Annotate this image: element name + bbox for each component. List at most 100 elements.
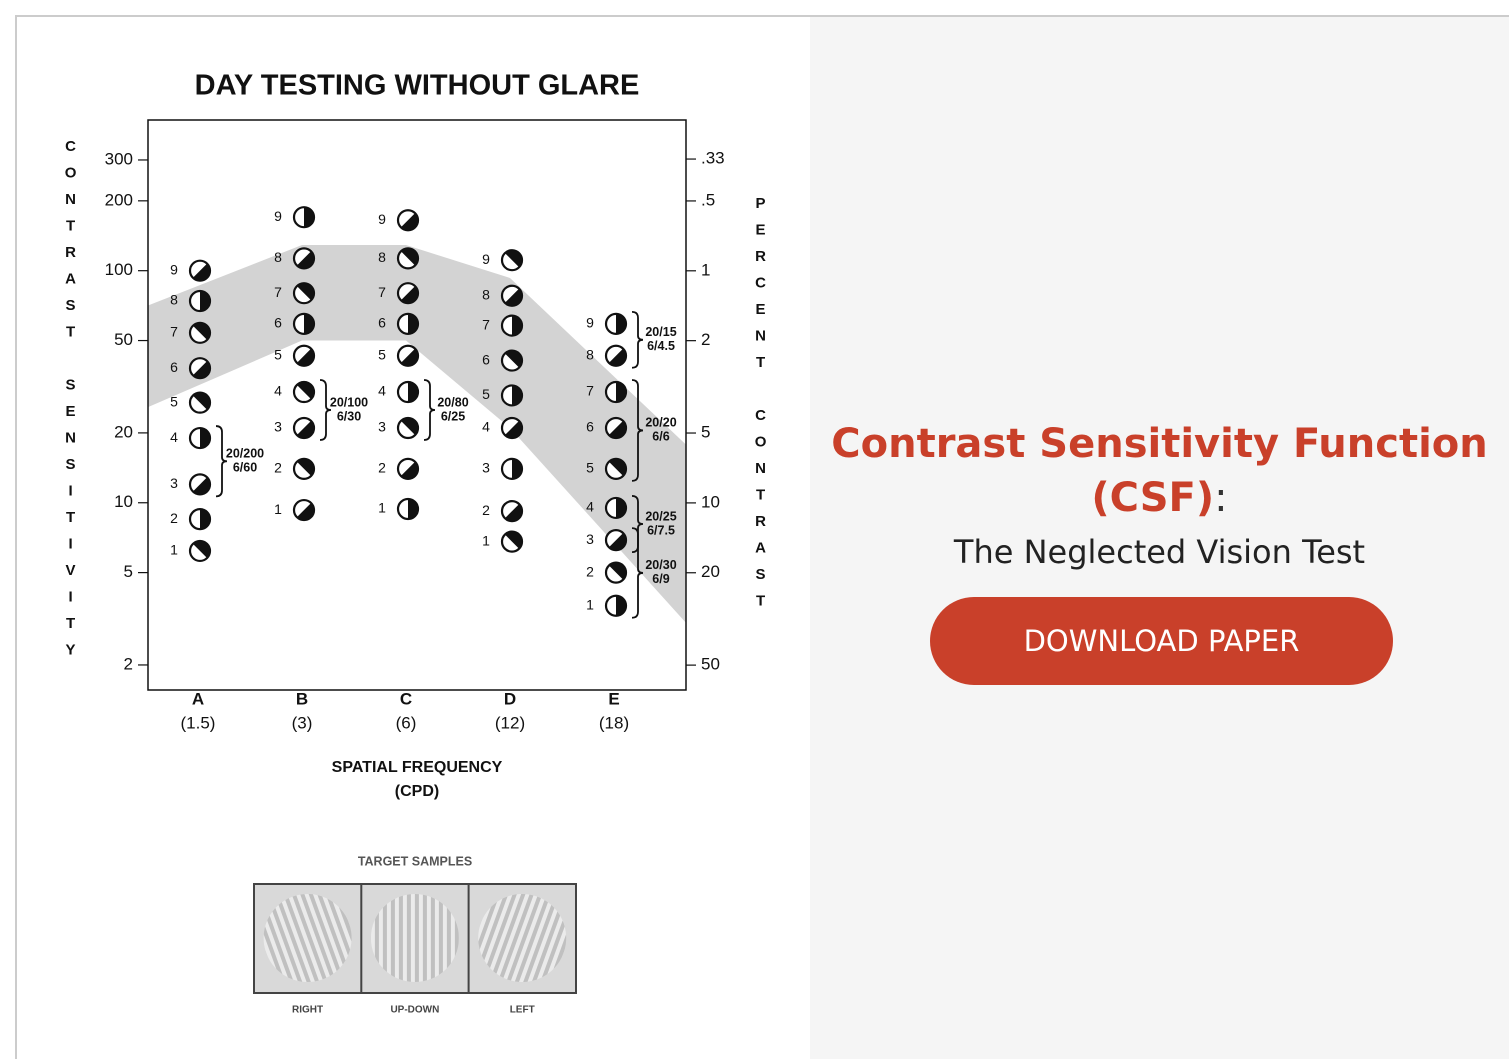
x-tick-sublabel: (3) — [292, 713, 313, 732]
x-tick-label: B — [296, 689, 308, 708]
patch-number: 4 — [170, 429, 178, 445]
patch-number: 8 — [586, 346, 594, 362]
acuity-label: 20/15 — [645, 325, 676, 339]
patch — [190, 291, 210, 311]
patch — [186, 257, 214, 285]
page: Contrast Sensitivity Function (CSF): The… — [0, 0, 1509, 1059]
y-tick-label: 5 — [124, 562, 133, 581]
patch-number: 5 — [274, 346, 282, 362]
patch — [398, 314, 418, 334]
patch — [186, 537, 214, 565]
y2-axis-label: PERCENT CONTRAST — [752, 195, 769, 619]
patch-number: 7 — [274, 284, 282, 300]
patch — [190, 509, 210, 529]
acuity-label: 6/9 — [652, 572, 669, 586]
patch-number: 6 — [586, 419, 594, 435]
y-tick-label: 10 — [114, 492, 133, 511]
patch-number: 4 — [482, 419, 490, 435]
patch-number: 2 — [170, 510, 178, 526]
patch — [394, 455, 422, 483]
acuity-label: 6/4.5 — [647, 339, 675, 353]
patch — [294, 207, 314, 227]
patch-number: 6 — [170, 359, 178, 375]
patch-number: 2 — [586, 563, 594, 579]
sidebar-subtitle: The Neglected Vision Test — [810, 533, 1509, 571]
patch-number: 1 — [274, 501, 282, 517]
sample-label: LEFT — [510, 1005, 535, 1016]
patch-number: 3 — [482, 460, 490, 476]
acuity-label: 20/100 — [330, 395, 368, 409]
x-tick-label: A — [192, 689, 204, 708]
patch — [606, 498, 626, 518]
patch — [398, 382, 418, 402]
patch-number: 1 — [378, 500, 386, 516]
patch — [498, 527, 526, 555]
patch-number: 2 — [482, 502, 490, 518]
patch-number: 9 — [274, 208, 282, 224]
acuity-label: 6/60 — [233, 461, 257, 475]
acuity-bracket — [632, 312, 643, 368]
patch-number: 2 — [274, 460, 282, 476]
y2-tick-label: 1 — [701, 260, 710, 279]
patch-number: 9 — [170, 261, 178, 277]
chart-title: DAY TESTING WITHOUT GLARE — [195, 70, 640, 102]
y-tick-label: 200 — [105, 190, 133, 209]
y-tick-label: 50 — [114, 330, 133, 349]
samples-title: TARGET SAMPLES — [358, 854, 472, 868]
y-tick-label: 2 — [124, 654, 133, 673]
patch — [290, 496, 318, 524]
patch-number: 5 — [482, 386, 490, 402]
patch — [602, 558, 630, 586]
patch — [290, 414, 318, 442]
acuity-label: 20/20 — [645, 416, 676, 430]
patch — [606, 314, 626, 334]
y2-tick-label: 50 — [701, 655, 720, 674]
x-tick-label: D — [504, 689, 516, 708]
patch-number: 6 — [274, 315, 282, 331]
sidebar: Contrast Sensitivity Function (CSF): The… — [810, 17, 1509, 1059]
patch-number: 1 — [482, 532, 490, 548]
x-tick-sublabel: (1.5) — [181, 713, 216, 732]
patch — [498, 246, 526, 274]
acuity-label: 20/200 — [226, 447, 264, 461]
patch-number: 6 — [378, 315, 386, 331]
acuity-label: 20/30 — [645, 558, 676, 572]
patch-number: 3 — [170, 475, 178, 491]
x-tick-sublabel: (12) — [495, 713, 525, 732]
x-tick-label: E — [608, 689, 619, 708]
patch-number: 3 — [378, 419, 386, 435]
acuity-label: 6/7.5 — [647, 523, 675, 537]
x-tick-label: C — [400, 689, 412, 708]
patch-number: 8 — [378, 249, 386, 265]
download-button[interactable]: DOWNLOAD PAPER — [930, 597, 1393, 685]
patch-number: 7 — [170, 323, 178, 339]
patch — [290, 342, 318, 370]
patch-number: 4 — [274, 383, 282, 399]
patch — [394, 414, 422, 442]
patch — [290, 378, 318, 406]
title-text: Contrast Sensitivity Function (CSF) — [831, 421, 1487, 521]
patch-number: 1 — [170, 542, 178, 558]
chart: DAY TESTING WITHOUT GLARE 25102050100200… — [0, 0, 800, 1059]
patch-number: 9 — [586, 315, 594, 331]
acuity-label: 6/6 — [652, 430, 669, 444]
x-tick-sublabel: (6) — [396, 713, 417, 732]
y-tick-label: 300 — [105, 149, 133, 168]
patch-number: 9 — [482, 251, 490, 267]
y2-tick-label: 20 — [701, 562, 720, 581]
patch-number: 6 — [482, 351, 490, 367]
title-colon: : — [1214, 475, 1227, 521]
patch-number: 7 — [586, 383, 594, 399]
patch-number: 2 — [378, 460, 386, 476]
sample-label: UP-DOWN — [390, 1005, 439, 1016]
acuity-label: 20/80 — [437, 395, 468, 409]
y2-tick-label: 10 — [701, 492, 720, 511]
acuity-label: 20/25 — [645, 509, 676, 523]
patch-number: 8 — [482, 286, 490, 302]
patch — [398, 499, 418, 519]
y2-tick-label: 2 — [701, 330, 710, 349]
x-axis-label: (CPD) — [395, 783, 439, 800]
patch-number: 5 — [170, 393, 178, 409]
patch — [498, 497, 526, 525]
y2-tick-label: 5 — [701, 423, 710, 442]
